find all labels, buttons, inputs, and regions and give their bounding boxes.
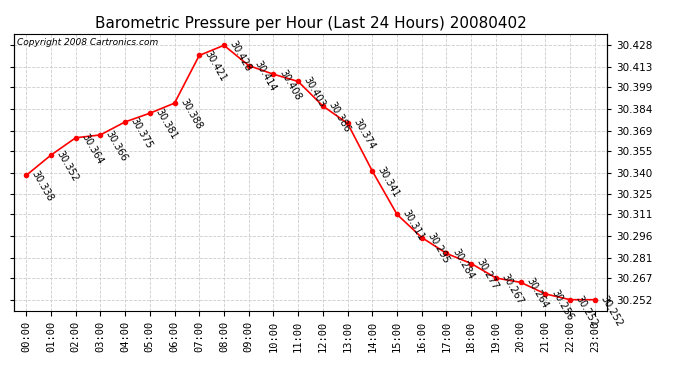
Text: 30.403: 30.403 [302, 75, 327, 109]
Text: 30.388: 30.388 [178, 97, 204, 131]
Text: 30.264: 30.264 [524, 276, 550, 310]
Text: 30.386: 30.386 [326, 100, 352, 134]
Text: 30.277: 30.277 [475, 257, 500, 292]
Text: 30.341: 30.341 [376, 165, 402, 199]
Text: 30.421: 30.421 [203, 49, 228, 84]
Text: 30.252: 30.252 [574, 294, 600, 328]
Title: Barometric Pressure per Hour (Last 24 Hours) 20080402: Barometric Pressure per Hour (Last 24 Ho… [95, 16, 526, 31]
Text: 30.414: 30.414 [253, 59, 278, 93]
Text: 30.256: 30.256 [549, 288, 575, 322]
Text: 30.252: 30.252 [598, 294, 624, 328]
Text: 30.311: 30.311 [401, 208, 426, 242]
Text: Copyright 2008 Cartronics.com: Copyright 2008 Cartronics.com [17, 38, 158, 47]
Text: 30.366: 30.366 [104, 129, 130, 163]
Text: 30.375: 30.375 [129, 116, 155, 150]
Text: 30.408: 30.408 [277, 68, 303, 102]
Text: 30.267: 30.267 [500, 272, 525, 306]
Text: 30.338: 30.338 [30, 169, 55, 203]
Text: 30.364: 30.364 [79, 132, 105, 166]
Text: 30.428: 30.428 [228, 39, 253, 74]
Text: 30.381: 30.381 [153, 107, 179, 141]
Text: 30.284: 30.284 [450, 247, 475, 282]
Text: 30.374: 30.374 [351, 117, 377, 152]
Text: 30.352: 30.352 [55, 149, 80, 183]
Text: 30.295: 30.295 [426, 231, 451, 266]
